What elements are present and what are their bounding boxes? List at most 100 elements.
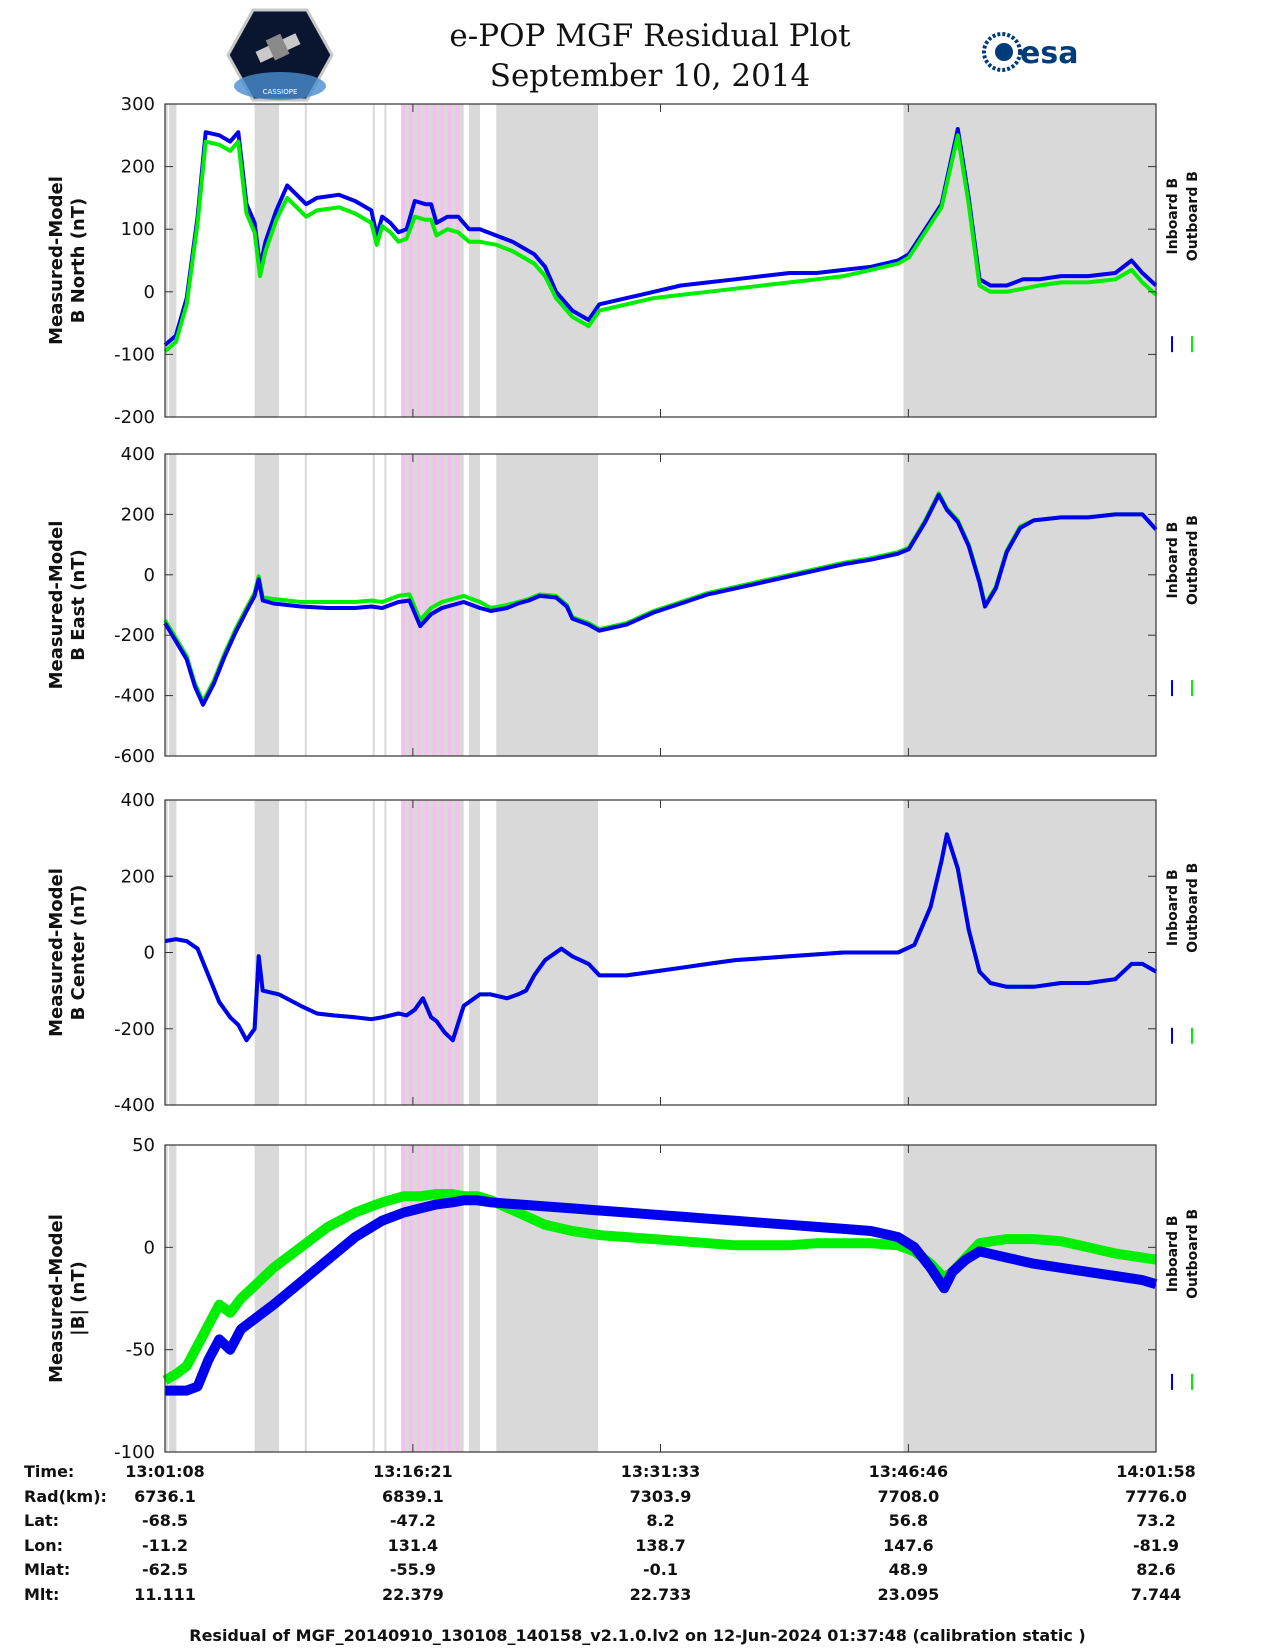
info-cell: 147.6: [883, 1535, 934, 1555]
shaded-interval-north-4: [372, 104, 375, 417]
shaded-interval-north-7: [496, 104, 599, 417]
shaded-interval-total-8: [903, 1145, 1156, 1452]
pink-stripe-center-1: [409, 800, 413, 1105]
info-cell: 14:01:58: [1116, 1462, 1196, 1481]
legend-label-outboard-center: Outboard B: [1185, 863, 1201, 953]
pink-stripe-total-1: [409, 1145, 413, 1452]
y-tick-label-east-2: 0: [144, 565, 155, 586]
info-cell: 7708.0: [877, 1486, 940, 1506]
info-row: Rad(km): 6736.1 6839.1 7303.9 7708.0 7776.0: [0, 1487, 1275, 1511]
pink-stripe-center-3: [424, 800, 429, 1105]
info-cell: 11.111: [134, 1584, 196, 1604]
series-east-inboard: [163, 492, 1158, 707]
pink-stripe-north-7: [455, 104, 460, 417]
info-row-label: Mlt:: [24, 1584, 60, 1604]
info-cell: 22.379: [382, 1584, 444, 1604]
y-tick-label-east-3: -200: [114, 625, 155, 646]
y-tick-label-north-2: 100: [121, 219, 155, 240]
y-tick-label-total-0: 50: [132, 1135, 155, 1156]
y-tick-label-east-0: 400: [121, 444, 155, 465]
y-tick-label-center-3: -200: [114, 1019, 155, 1040]
y-axis-label-east-line1: Measured-Model: [46, 521, 67, 690]
info-row: Mlt: 11.111 22.379 22.733 23.095 7.744: [0, 1585, 1275, 1609]
shaded-interval-center-7: [496, 800, 599, 1105]
pink-stripe-center-4: [432, 800, 437, 1105]
info-cell: 7776.0: [1125, 1486, 1187, 1506]
pink-stripe-north-3: [424, 104, 429, 417]
shaded-interval-total-0: [165, 1145, 168, 1452]
y-axis-label-total-line1: Measured-Model: [46, 1214, 67, 1383]
shaded-interval-total-7: [496, 1145, 599, 1452]
pink-stripe-center-0: [401, 800, 406, 1105]
info-cell: 13:46:46: [868, 1462, 949, 1481]
info-row: Mlat: -62.5 -55.9 -0.1 48.9 82.6: [0, 1560, 1275, 1584]
y-tick-label-center-4: -400: [114, 1095, 155, 1116]
info-cell: 23.095: [877, 1584, 940, 1604]
info-row-label: Lon:: [24, 1535, 63, 1555]
info-cell: 138.7: [635, 1535, 686, 1555]
shaded-interval-total-5: [384, 1145, 387, 1452]
y-axis-label-total-line2: |B| (nT): [68, 1261, 89, 1336]
y-tick-label-center-0: 400: [121, 790, 155, 811]
shaded-interval-north-6: [469, 104, 480, 417]
cassiope-logo-text: CASSIOPE: [263, 88, 298, 96]
esa-logo: esa: [982, 32, 1078, 72]
y-tick-label-north-0: 300: [121, 94, 155, 115]
pink-stripe-east-2: [416, 454, 421, 756]
legend-label-outboard-total: Outboard B: [1185, 1209, 1201, 1299]
y-tick-label-east-5: -600: [114, 746, 155, 767]
pink-stripe-east-5: [440, 454, 445, 756]
shaded-interval-north-5: [384, 104, 387, 417]
y-axis-label-center-line1: Measured-Model: [46, 868, 67, 1037]
info-row-label: Mlat:: [24, 1560, 71, 1579]
legend-label-outboard-east: Outboard B: [1185, 515, 1201, 605]
y-axis-label-center-line2: B Center (nT): [68, 885, 89, 1021]
y-tick-label-north-5: -200: [114, 407, 155, 428]
shaded-interval-east-1: [169, 454, 177, 756]
info-cell: -81.9: [1132, 1535, 1180, 1555]
pink-stripe-north-2: [416, 104, 421, 417]
y-axis-label-north-line2: B North (nT): [68, 198, 89, 324]
pink-stripe-total-4: [432, 1145, 437, 1452]
pink-stripe-total-6: [448, 1145, 452, 1452]
y-tick-label-total-1: 0: [144, 1237, 155, 1258]
y-axis-label-east-line2: B East (nT): [68, 549, 89, 661]
shaded-interval-north-0: [165, 104, 168, 417]
chart-title: e-POP MGF Residual Plot September 10, 20…: [380, 16, 920, 96]
shaded-interval-center-3: [304, 800, 307, 1105]
info-row: Lat: -68.5 -47.2 8.2 56.8 73.2: [0, 1511, 1275, 1535]
pink-stripe-center-5: [440, 800, 445, 1105]
info-cell: 82.6: [1136, 1560, 1176, 1579]
shaded-interval-center-8: [903, 800, 1156, 1105]
y-tick-label-north-1: 200: [121, 157, 155, 178]
pink-stripe-north-6: [448, 104, 452, 417]
shaded-interval-north-8: [903, 104, 1156, 417]
y-tick-label-east-1: 200: [121, 504, 155, 525]
pink-stripe-total-3: [424, 1145, 429, 1452]
shaded-interval-center-2: [254, 800, 280, 1105]
legend-label-outboard-north: Outboard B: [1185, 171, 1201, 261]
series-center-inboard: [164, 832, 1157, 1043]
info-cell: 7.744: [1130, 1584, 1182, 1604]
pink-stripe-total-5: [440, 1145, 445, 1452]
shaded-interval-center-5: [384, 800, 387, 1105]
y-tick-label-east-4: -400: [114, 686, 155, 707]
info-row-label: Rad(km):: [24, 1486, 107, 1506]
cassiope-logo: CASSIOPE: [226, 8, 334, 102]
shaded-interval-north-3: [304, 104, 307, 417]
info-row-label: Time:: [24, 1462, 75, 1481]
pink-stripe-total-0: [401, 1145, 406, 1452]
info-cell: 13:16:21: [373, 1462, 453, 1481]
shaded-interval-total-4: [372, 1145, 375, 1452]
info-cell: 48.9: [888, 1560, 929, 1579]
info-cell: -11.2: [141, 1535, 189, 1555]
info-cell: -55.9: [389, 1560, 436, 1579]
series-total-inboard: [165, 1195, 1158, 1396]
pink-stripe-north-5: [440, 104, 445, 417]
info-cell: -47.2: [389, 1511, 436, 1530]
y-axis-label-north-line1: Measured-Model: [46, 176, 67, 345]
info-cell: -68.5: [141, 1511, 189, 1530]
shaded-interval-center-4: [372, 800, 375, 1105]
y-tick-label-center-2: 0: [144, 943, 155, 964]
info-row: Lon: -11.2 131.4 138.7 147.6 -81.9: [0, 1536, 1275, 1560]
